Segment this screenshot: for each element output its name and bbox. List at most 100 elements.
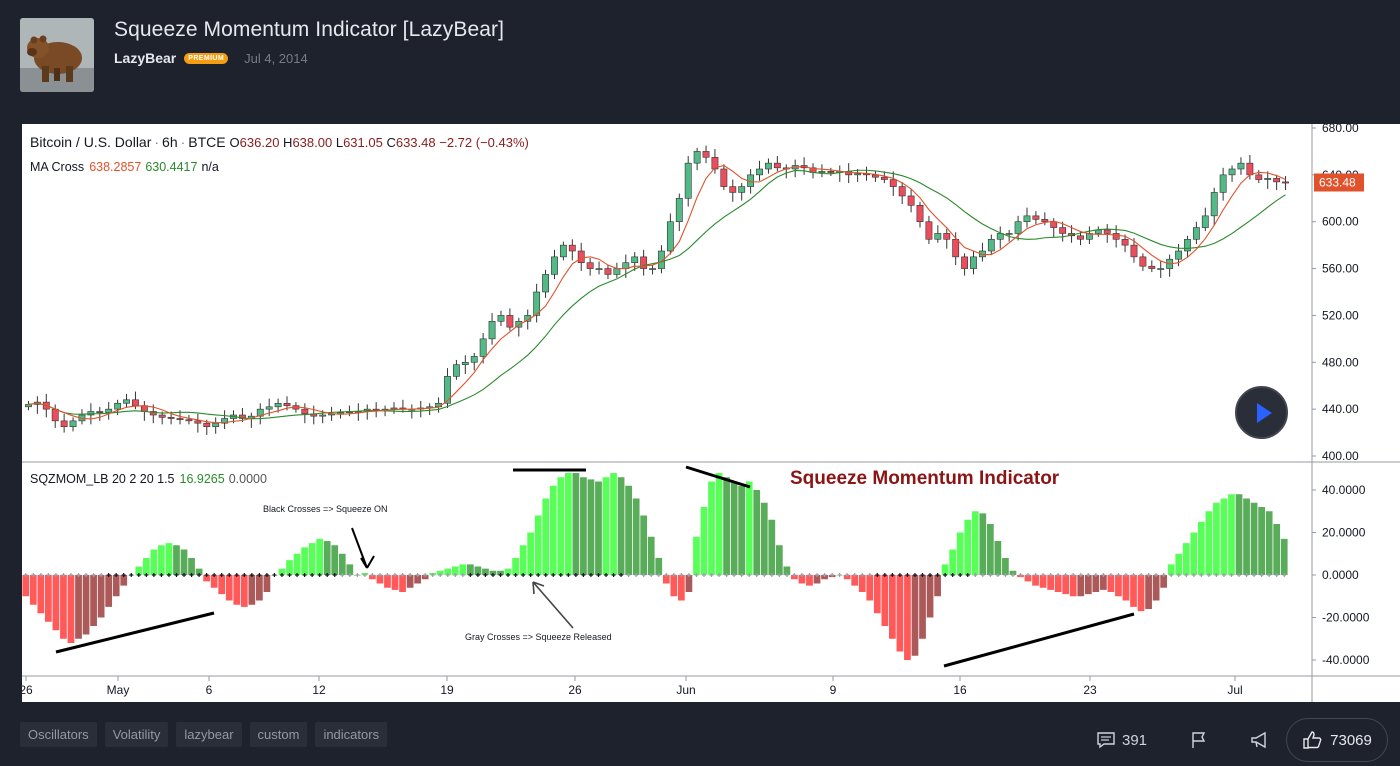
squeeze-off-cross [1214, 573, 1219, 577]
price-tick-label: 680.00 [1322, 124, 1359, 135]
candle-body [1112, 233, 1120, 240]
squeeze-off-cross [799, 573, 804, 577]
momentum-bar [233, 575, 241, 605]
candle-body [1192, 227, 1200, 240]
squeeze-off-cross [1003, 573, 1008, 577]
osc-tick-label: 0.0000 [1322, 568, 1359, 582]
time-tick-label: May [107, 683, 130, 697]
candle-body [203, 422, 211, 428]
squeeze-off-cross [822, 573, 827, 577]
squeeze-off-cross [679, 573, 684, 577]
squeeze-on-cross [114, 573, 119, 577]
momentum-bar [97, 575, 105, 618]
momentum-bar [813, 575, 821, 584]
squeeze-on-cross [197, 573, 202, 577]
squeeze-off-cross [973, 573, 978, 577]
squeeze-off-cross [1252, 573, 1257, 577]
tag-oscillators[interactable]: Oscillators [20, 722, 97, 747]
squeeze-off-cross [1154, 573, 1159, 577]
time-tick-label: Jun [676, 683, 695, 697]
like-button[interactable]: 73069 [1286, 718, 1388, 762]
squeeze-on-cross [468, 573, 473, 577]
sqzmom-name[interactable]: SQZMOM_LB 20 2 20 1.5 [30, 472, 175, 486]
flag-button[interactable] [1190, 718, 1208, 762]
candle-body [87, 411, 95, 416]
momentum-bar [474, 566, 482, 575]
candle-body [559, 244, 567, 258]
megaphone-icon [1251, 731, 1266, 749]
sqzmom-legend: SQZMOM_LB 20 2 20 1.5 16.9265 0.0000 [30, 472, 267, 486]
idea-title: Squeeze Momentum Indicator [LazyBear] [114, 18, 505, 41]
comments-button[interactable]: 391 [1096, 718, 1147, 762]
tag-lazybear[interactable]: lazybear [176, 722, 242, 747]
candle-body [212, 422, 220, 428]
time-tick-label: 26 [22, 683, 33, 697]
premium-badge: PREMIUM [184, 52, 229, 64]
momentum-bar [158, 545, 165, 575]
momentum-bar [1039, 575, 1047, 588]
squeeze-on-cross [875, 573, 880, 577]
tag-volatility[interactable]: Volatility [104, 722, 169, 747]
momentum-bar [1190, 532, 1198, 575]
momentum-bar [670, 575, 678, 597]
candle-body [551, 256, 558, 275]
momentum-bar [723, 477, 730, 575]
tag-custom[interactable]: custom [249, 722, 308, 747]
squeeze-off-cross [1056, 573, 1061, 577]
share-button[interactable] [1250, 718, 1270, 762]
last-price-label: 633.48 [1319, 175, 1356, 189]
change-value: −2.72 (−0.43%) [439, 135, 529, 150]
candle-body [51, 408, 59, 422]
momentum-bar [1243, 498, 1250, 575]
squeeze-on-cross [950, 573, 955, 577]
symbol-exchange: BTCE [188, 134, 226, 150]
momentum-bar [753, 490, 761, 575]
ma-cross-name[interactable]: MA Cross [30, 160, 85, 174]
momentum-bar [851, 575, 859, 586]
candle-body [675, 197, 683, 223]
candle-body [711, 156, 719, 170]
tag-indicators[interactable]: indicators [315, 722, 388, 747]
low-value: 631.05 [343, 135, 383, 150]
squeeze-off-cross [664, 573, 669, 577]
squeeze-off-cross [355, 573, 360, 577]
squeeze-off-cross [717, 573, 722, 577]
play-button[interactable] [1235, 386, 1288, 439]
squeeze-off-cross [393, 573, 398, 577]
author-name[interactable]: LazyBear [114, 50, 177, 66]
squeeze-on-cross [882, 573, 887, 577]
chart-canvas[interactable]: 680.00640.00600.00560.00520.00480.00440.… [22, 124, 1400, 702]
momentum-bar [1100, 575, 1107, 590]
squeeze-on-cross [317, 573, 322, 577]
momentum-bar [142, 558, 150, 575]
momentum-bar [203, 575, 210, 582]
momentum-bar [791, 575, 798, 580]
squeeze-on-cross [242, 573, 247, 577]
candle-body [221, 418, 229, 424]
squeeze-off-cross [1237, 573, 1242, 577]
squeeze-on-cross [249, 573, 254, 577]
squeeze-off-cross [626, 573, 631, 577]
squeeze-on-cross [928, 573, 933, 577]
author-avatar[interactable] [20, 18, 94, 92]
squeeze-off-cross [1101, 573, 1106, 577]
squeeze-on-cross [234, 573, 239, 577]
last-price-tag [1314, 173, 1364, 192]
candle-body [631, 256, 639, 264]
candle-body [640, 256, 648, 269]
candle-body [907, 195, 915, 206]
momentum-bar [180, 549, 188, 575]
squeeze-off-cross [362, 573, 367, 577]
candle-body [444, 376, 451, 404]
price-tick-label: 400.00 [1322, 449, 1359, 463]
idea-meta: LazyBear PREMIUM Jul 4, 2014 [114, 50, 308, 66]
candle-body [470, 356, 478, 363]
momentum-bar [1047, 575, 1054, 590]
squeeze-off-cross [1010, 573, 1015, 577]
squeeze-off-cross [1199, 573, 1204, 577]
chart-container[interactable]: 680.00640.00600.00560.00520.00480.00440.… [22, 124, 1400, 702]
squeeze-off-cross [1184, 573, 1189, 577]
momentum-bar [60, 575, 67, 639]
symbol-name[interactable]: Bitcoin / U.S. Dollar [30, 134, 152, 150]
candle-body [756, 168, 763, 176]
